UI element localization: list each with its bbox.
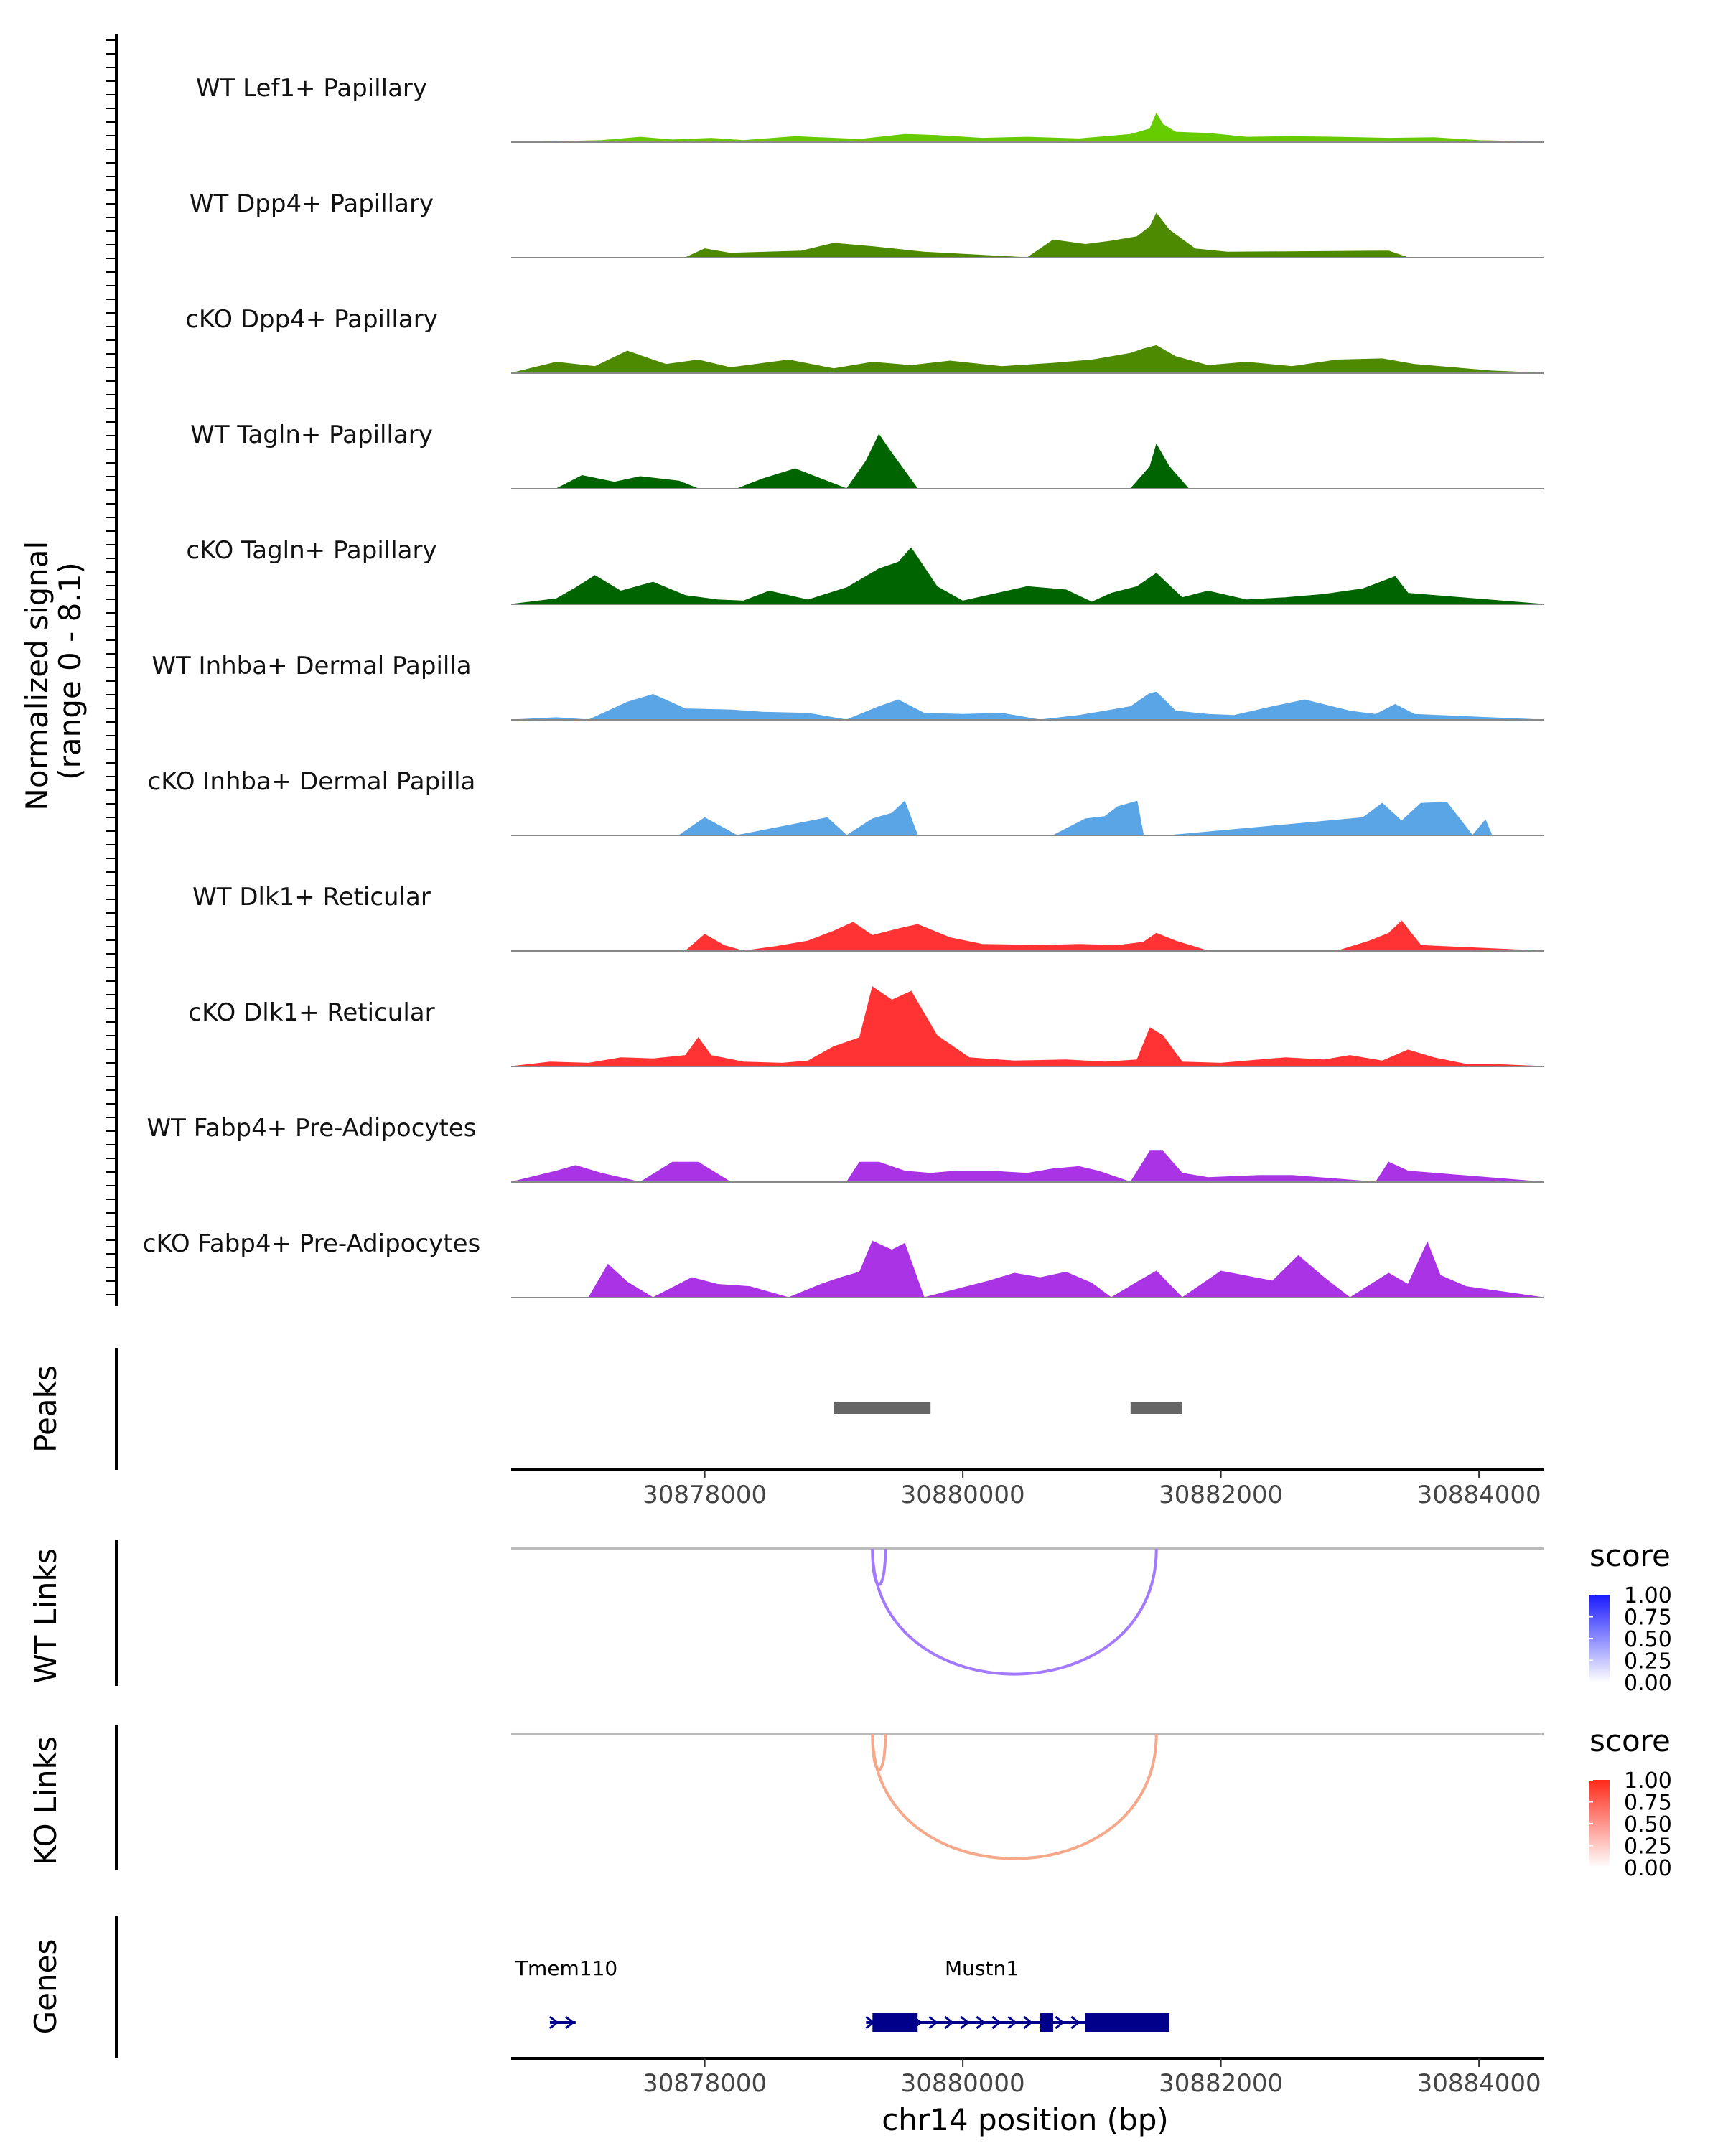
track-label: cKO Inhba+ Dermal Papilla	[148, 767, 476, 796]
x-tick-label: 30878000	[643, 2069, 767, 2098]
track-9: cKO Dlk1+ Reticular	[188, 986, 1544, 1067]
track-6: WT Inhba+ Dermal Papilla	[151, 652, 1544, 721]
links-y-label: KO Links	[28, 1736, 63, 1865]
legend-tick-label: 1.00	[1624, 1768, 1672, 1794]
legend-tick-label: 0.00	[1624, 1671, 1672, 1696]
exon	[872, 2013, 918, 2032]
x-tick-label: 30880000	[901, 2069, 1025, 2098]
legend-tick-label: 1.00	[1624, 1583, 1672, 1608]
x-tick-label: 30878000	[643, 1481, 767, 1509]
legend-tick-label: 0.75	[1624, 1606, 1672, 1631]
coverage-area	[511, 212, 1544, 258]
link-arc	[871, 1548, 1158, 1676]
coverage-area	[511, 1240, 1544, 1298]
strand-arrow	[564, 2015, 575, 2030]
legend-tick-label: 0.50	[1624, 1812, 1672, 1837]
track-label: WT Fabp4+ Pre-Adipocytes	[147, 1114, 477, 1143]
peak-interval	[1130, 1402, 1182, 1414]
peak-interval	[834, 1402, 931, 1414]
peak-intervals	[834, 1402, 1182, 1414]
track-label: WT Dpp4+ Papillary	[190, 189, 434, 218]
peaks-x-axis: 30878000 30880000 30882000 30884000	[511, 1468, 1544, 1509]
strand-arrow	[928, 2015, 938, 2030]
track-label: WT Lef1+ Papillary	[196, 74, 427, 103]
legend-title: score	[1589, 1723, 1671, 1758]
links-panel-2: KO Links score 1.000.750.500.250.00	[28, 1723, 1672, 1881]
exon	[1085, 2013, 1169, 2032]
coverage-y-label-line2: (range 0 - 8.1)	[52, 562, 88, 780]
link-arc	[871, 1733, 1158, 1860]
strand-arrow	[1007, 2015, 1017, 2030]
x-axis-title: chr14 position (bp)	[882, 2102, 1169, 2137]
coverage-area	[510, 1150, 1544, 1183]
track-7: cKO Inhba+ Dermal Papilla	[148, 767, 1544, 836]
coverage-area	[511, 433, 1544, 489]
legend-tick-label: 0.00	[1624, 1856, 1672, 1881]
coverage-area	[510, 345, 1544, 374]
strand-arrow	[1070, 2015, 1080, 2030]
track-label: cKO Dlk1+ Reticular	[188, 998, 434, 1027]
gene-label: Mustn1	[945, 1956, 1019, 1980]
strand-arrow	[991, 2015, 1001, 2030]
legend-tick-label: 0.25	[1624, 1649, 1672, 1674]
coverage-tracks: WT Lef1+ Papillary WT Dpp4+ Papillary cKO …	[143, 74, 1544, 1298]
exon	[1040, 2013, 1053, 2032]
track-label: cKO Tagln+ Papillary	[186, 536, 436, 565]
coverage-area	[510, 112, 1544, 143]
gene-Mustn1: Mustn1	[865, 1956, 1169, 2032]
links-panel-1: WT Links score 1.000.750.500.250.00	[28, 1538, 1672, 1696]
coverage-area	[511, 800, 1544, 836]
track-3: cKO Dpp4+ Papillary	[185, 305, 1544, 374]
legend-tick-label: 0.25	[1624, 1834, 1672, 1860]
track-label: WT Inhba+ Dermal Papilla	[151, 652, 471, 680]
strand-arrow	[944, 2015, 954, 2030]
track-label: cKO Fabp4+ Pre-Adipocytes	[143, 1229, 481, 1258]
strand-arrow	[1023, 2015, 1033, 2030]
genes-x-axis: 30878000 30880000 30882000 30884000	[511, 2057, 1544, 2098]
gene-label: Tmem110	[515, 1956, 617, 1980]
coverage-area	[511, 920, 1544, 952]
coverage-y-label-line1: Normalized signal	[19, 541, 55, 811]
track-label: WT Tagln+ Papillary	[190, 421, 433, 449]
strand-arrow	[548, 2015, 559, 2030]
x-tick-label: 30882000	[1159, 1481, 1283, 1509]
x-tick-label: 30884000	[1417, 2069, 1541, 2098]
coverage-area	[510, 691, 1544, 721]
coverage-y-label: Normalized signal (range 0 - 8.1)	[19, 531, 88, 810]
coverage-axis-ticks	[106, 39, 116, 1295]
peaks-y-label: Peaks	[28, 1365, 63, 1453]
track-1: WT Lef1+ Papillary	[196, 74, 1544, 143]
track-8: WT Dlk1+ Reticular	[192, 883, 1544, 952]
track-11: cKO Fabp4+ Pre-Adipocytes	[143, 1229, 1544, 1298]
gene-models: Tmem110 Mustn1	[515, 1956, 1169, 2032]
legend-tick-label: 0.50	[1624, 1627, 1672, 1652]
gene-Tmem110: Tmem110	[515, 1956, 617, 2030]
strand-arrow	[976, 2015, 986, 2030]
track-10: WT Fabp4+ Pre-Adipocytes	[147, 1114, 1544, 1183]
coverage-area	[510, 986, 1544, 1067]
track-2: WT Dpp4+ Papillary	[190, 189, 1544, 258]
coverage-area	[510, 547, 1544, 605]
genes-y-label: Genes	[28, 1939, 63, 2035]
track-4: WT Tagln+ Papillary	[190, 421, 1544, 489]
track-label: WT Dlk1+ Reticular	[192, 883, 431, 911]
x-tick-label: 30880000	[901, 1481, 1025, 1509]
legend-title: score	[1589, 1538, 1671, 1573]
legend-tick-label: 0.75	[1624, 1791, 1672, 1816]
links-y-label: WT Links	[28, 1548, 63, 1683]
track-5: cKO Tagln+ Papillary	[186, 536, 1544, 605]
track-label: cKO Dpp4+ Papillary	[185, 305, 438, 334]
strand-arrow	[960, 2015, 970, 2030]
x-tick-label: 30884000	[1417, 1481, 1541, 1509]
strand-arrow	[1055, 2015, 1065, 2030]
x-tick-label: 30882000	[1159, 2069, 1283, 2098]
